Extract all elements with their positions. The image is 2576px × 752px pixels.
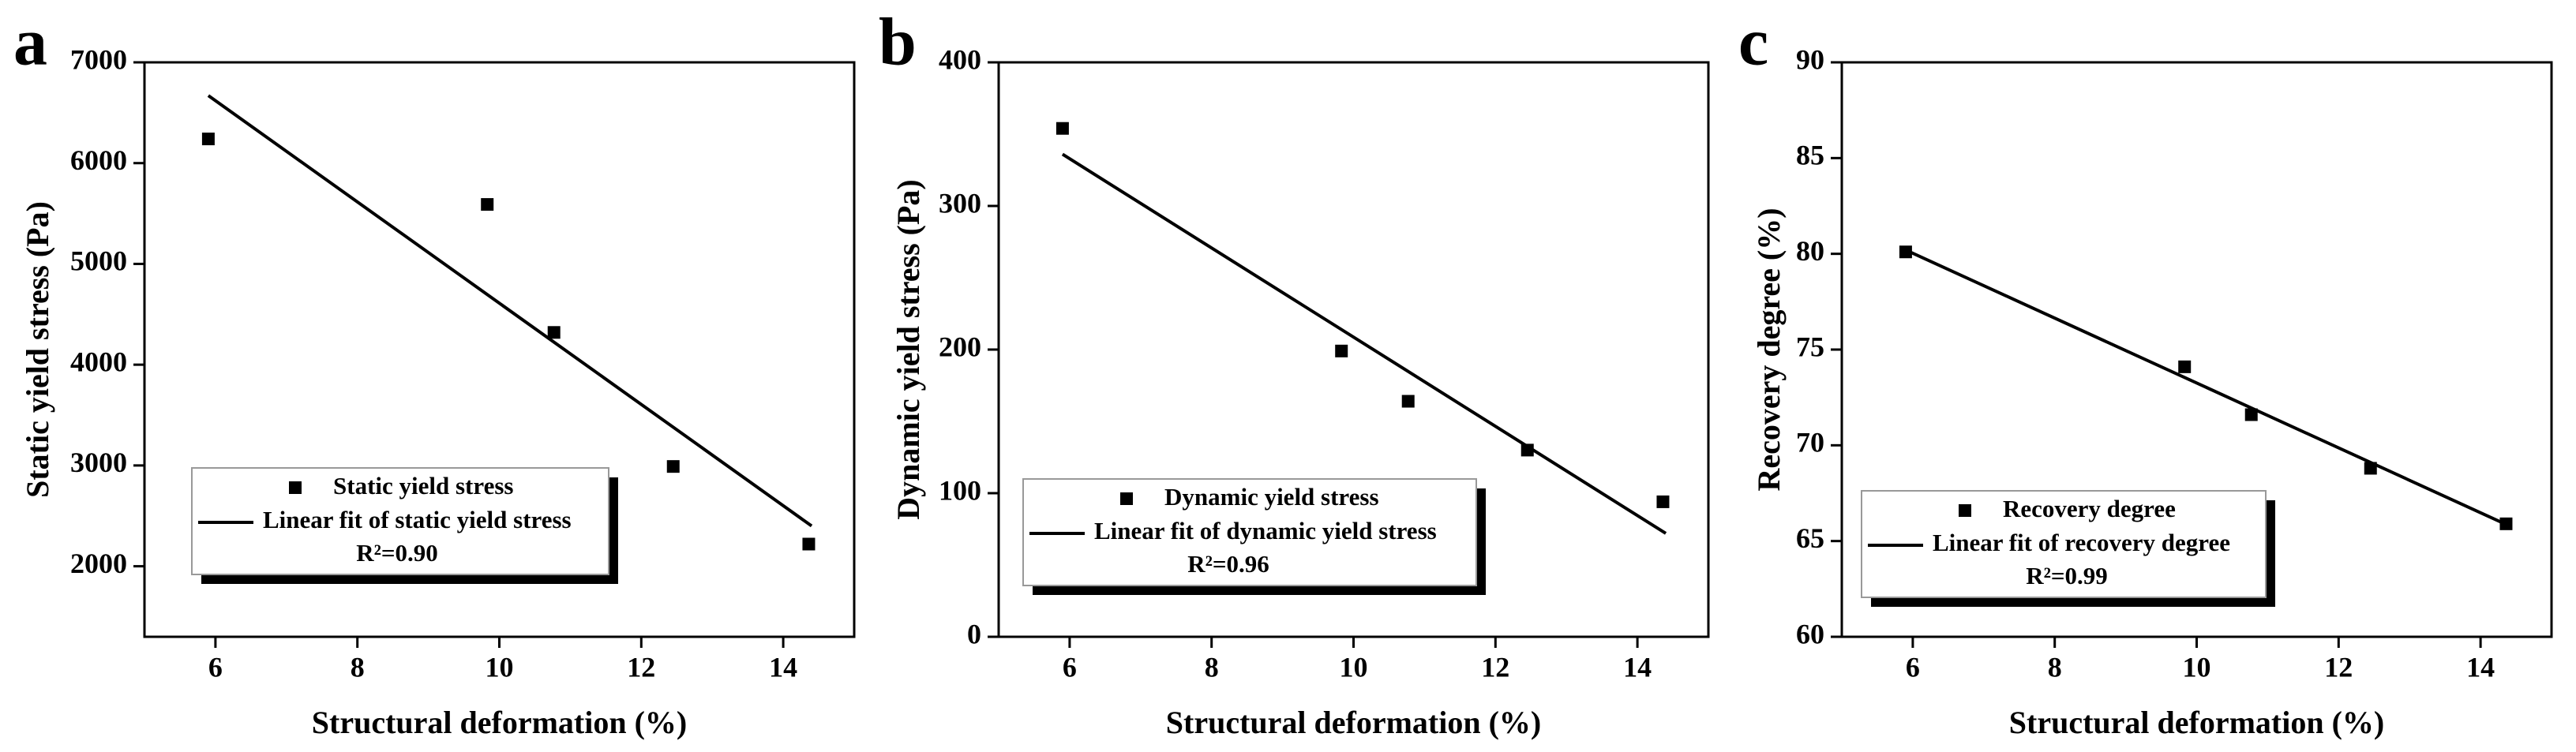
x-tick-label: 12: [627, 651, 655, 683]
data-point: [201, 133, 215, 146]
x-tick-label: 14: [769, 651, 797, 683]
data-point: [2178, 360, 2192, 373]
y-tick-label: 5000: [70, 245, 127, 277]
legend-marker: [1120, 492, 1133, 505]
y-tick-label: 75: [1796, 331, 1824, 362]
legend: [1022, 478, 1477, 586]
data-point: [1335, 344, 1348, 357]
data-point: [547, 326, 561, 339]
annotation: R²=0.96: [1187, 550, 1269, 578]
x-axis-title: Structural deformation (%): [1166, 705, 1541, 740]
fit-line: [207, 94, 813, 528]
x-tick-label: 8: [351, 651, 365, 683]
data-point: [1401, 395, 1415, 408]
panel-label: a: [13, 4, 47, 80]
legend-marker: [1959, 504, 1971, 517]
y-tick-label: 3000: [70, 447, 127, 478]
legend-label: Recovery degree: [2003, 495, 2176, 522]
fit-line: [1905, 248, 2510, 528]
fit-line: [1061, 152, 1667, 535]
y-tick-label: 7000: [70, 43, 127, 75]
data-point: [1656, 495, 1670, 508]
x-tick-label: 10: [486, 651, 514, 683]
annotation: R²=0.99: [2026, 562, 2108, 589]
y-tick-label: 100: [939, 474, 981, 506]
x-tick-label: 14: [1623, 651, 1652, 683]
x-tick-label: 14: [2466, 651, 2495, 683]
x-axis-title: Structural deformation (%): [2009, 705, 2384, 740]
y-tick-label: 80: [1796, 235, 1824, 267]
y-axis-title: Static yield stress (Pa): [20, 201, 55, 498]
legend: [191, 467, 609, 575]
legend-label: Linear fit of static yield stress: [263, 506, 572, 533]
y-tick-label: 400: [939, 43, 981, 75]
y-tick-label: 2000: [70, 548, 127, 579]
x-tick-label: 12: [2324, 651, 2353, 683]
y-tick-label: 6000: [70, 144, 127, 176]
x-tick-label: 8: [1205, 651, 1219, 683]
legend-label: Static yield stress: [333, 472, 513, 499]
x-tick-label: 6: [208, 651, 223, 683]
x-tick-label: 10: [2183, 651, 2211, 683]
y-axis-title: Dynamic yield stress (Pa): [891, 179, 926, 519]
y-tick-label: 60: [1796, 618, 1824, 649]
legend: [1861, 490, 2267, 598]
y-tick-label: 300: [939, 187, 981, 219]
data-point: [2244, 408, 2258, 421]
y-tick-label: 90: [1796, 43, 1824, 75]
legend-label: Dynamic yield stress: [1164, 483, 1379, 511]
data-point: [802, 537, 816, 551]
data-point: [481, 198, 494, 211]
x-tick-label: 6: [1063, 651, 1077, 683]
annotation: R²=0.90: [356, 539, 438, 567]
legend-marker: [289, 481, 302, 494]
panel-label: c: [1738, 4, 1768, 80]
x-tick-label: 6: [1906, 651, 1920, 683]
y-tick-label: 4000: [70, 346, 127, 377]
x-tick-label: 8: [2048, 651, 2062, 683]
y-tick-label: 65: [1796, 522, 1824, 554]
data-point: [1899, 245, 1912, 259]
legend-label: Linear fit of dynamic yield stress: [1094, 517, 1437, 544]
y-tick-label: 70: [1796, 427, 1824, 458]
y-tick-label: 85: [1796, 140, 1824, 171]
data-point: [1056, 122, 1069, 135]
y-axis-title: Recovery degree (%): [1751, 208, 1787, 491]
data-point: [666, 460, 680, 473]
x-tick-label: 12: [1481, 651, 1509, 683]
legend-label: Linear fit of recovery degree: [1933, 529, 2230, 556]
panel-label: b: [879, 4, 917, 80]
x-tick-label: 10: [1340, 651, 1368, 683]
x-axis-title: Structural deformation (%): [312, 705, 687, 740]
y-tick-label: 0: [967, 618, 981, 649]
y-tick-label: 200: [939, 331, 981, 362]
